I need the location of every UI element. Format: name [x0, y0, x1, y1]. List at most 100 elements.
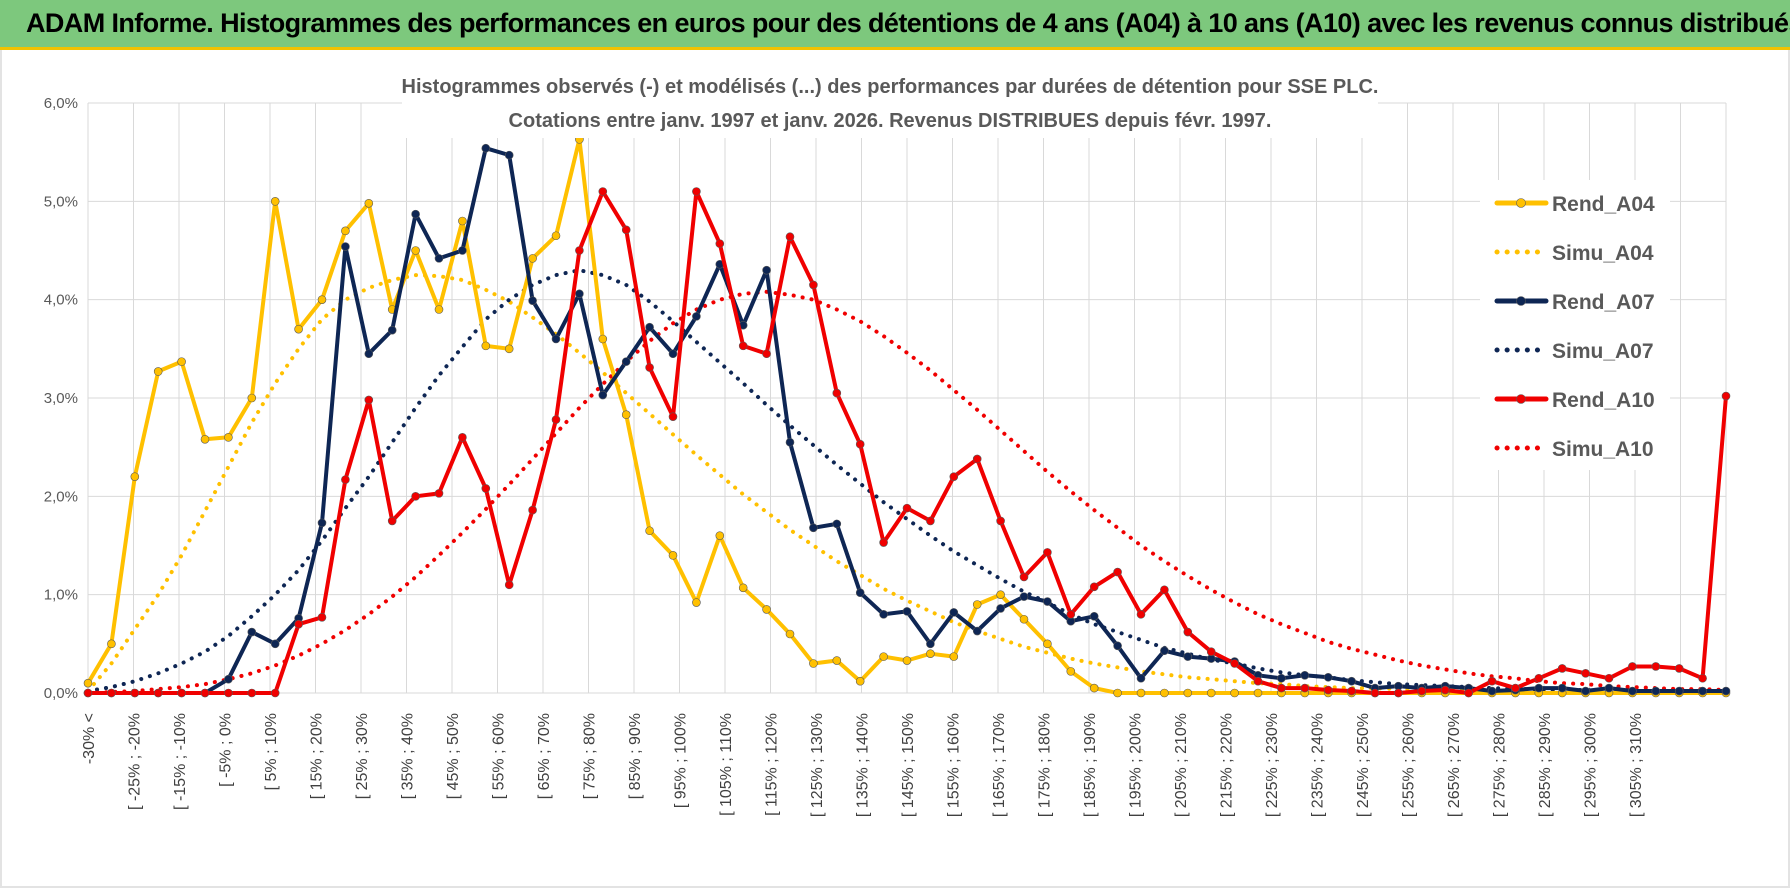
data-point-rend-a04 [1206, 688, 1216, 698]
x-tick-label: [ 185% ; 190% [1082, 713, 1099, 817]
data-point-rend-a10 [107, 688, 116, 698]
data-point-rend-a04 [738, 583, 748, 593]
data-point-rend-a04 [902, 656, 912, 665]
data-point-rend-a10 [621, 225, 631, 235]
y-tick-label: 1,0% [44, 587, 78, 604]
data-point-rend-a07 [949, 608, 959, 617]
x-tick-label: [ -25% ; -20% [127, 713, 144, 810]
data-point-rend-a07 [902, 607, 912, 616]
data-point-rend-a07 [1347, 676, 1356, 686]
data-point-rend-a04 [926, 649, 935, 658]
data-point-rend-a04 [200, 434, 210, 444]
y-tick-label: 6,0% [44, 95, 78, 112]
data-point-rend-a10 [575, 246, 584, 255]
x-tick-label: [ 155% ; 160% [946, 713, 963, 817]
data-point-rend-a07 [528, 296, 537, 305]
x-tick-label: [ 305% ; 310% [1628, 713, 1645, 817]
data-point-rend-a04 [809, 659, 818, 668]
data-point-rend-a07 [364, 349, 374, 359]
data-point-rend-a10 [247, 688, 257, 698]
data-point-rend-a07 [1557, 683, 1567, 693]
legend-marker-rend-a07 [1516, 296, 1526, 306]
data-point-rend-a07 [341, 242, 350, 251]
data-point-rend-a07 [879, 610, 888, 619]
x-tick-label: [ 175% ; 180% [1037, 713, 1054, 817]
data-point-rend-a10 [1347, 686, 1356, 696]
data-point-rend-a04 [1160, 688, 1169, 698]
data-point-rend-a04 [107, 639, 116, 649]
legend-label-simu-a04: Simu_A04 [1552, 242, 1654, 265]
data-point-rend-a04 [317, 295, 327, 304]
data-point-rend-a10 [224, 688, 233, 698]
data-point-rend-a10 [341, 475, 350, 484]
data-point-rend-a04 [879, 652, 888, 661]
data-point-rend-a10 [692, 187, 701, 196]
data-point-rend-a04 [130, 472, 140, 481]
data-point-rend-a10 [1300, 683, 1310, 693]
data-point-rend-a10 [1206, 647, 1216, 657]
legend-background [1480, 180, 1670, 470]
data-point-rend-a10 [1628, 662, 1637, 671]
data-point-rend-a04 [177, 357, 186, 366]
data-point-rend-a10 [1511, 683, 1520, 693]
data-point-rend-a04 [224, 433, 233, 442]
data-point-rend-a04 [972, 600, 982, 609]
y-tick-label: 4,0% [44, 292, 78, 309]
y-axis-ticks: 0,0% 1,0% 2,0% 3,0% 4,0% 5,0% 6,0% [44, 95, 78, 702]
data-point-rend-a10 [1136, 610, 1146, 619]
page-title: ADAM Informe. Histogrammes des performan… [26, 8, 1790, 38]
data-point-rend-a04 [1043, 639, 1052, 649]
data-point-rend-a07 [668, 349, 678, 359]
data-point-rend-a10 [200, 688, 210, 698]
data-point-rend-a07 [575, 289, 584, 299]
y-tick-label: 5,0% [44, 193, 78, 210]
x-tick-label: [ 135% ; 140% [855, 713, 872, 817]
data-point-rend-a10 [926, 516, 935, 526]
data-point-rend-a07 [1674, 686, 1684, 696]
data-point-rend-a07 [855, 588, 865, 598]
data-point-rend-a07 [1323, 672, 1333, 682]
data-point-rend-a04 [949, 652, 959, 661]
data-point-rend-a10 [1253, 676, 1263, 686]
data-point-rend-a07 [972, 626, 982, 636]
data-point-rend-a10 [715, 239, 725, 248]
header-banner: ADAM Informe. Histogrammes des performan… [0, 0, 1790, 50]
data-point-rend-a07 [1628, 686, 1637, 696]
x-tick-label: [ 55% ; 60% [491, 713, 508, 799]
data-point-rend-a07 [224, 674, 233, 684]
legend-label-simu-a10: Simu_A10 [1552, 438, 1654, 461]
data-point-rend-a10 [83, 688, 93, 698]
data-point-rend-a10 [1066, 610, 1076, 619]
x-tick-label: [ 105% ; 110% [718, 713, 735, 816]
data-point-rend-a07 [785, 437, 795, 447]
legend: Rend_A04 Simu_A04 Rend_A07 Simu_A07 Rend_A10… [1480, 180, 1670, 470]
data-point-rend-a10 [153, 688, 163, 698]
data-point-rend-a07 [1651, 686, 1661, 696]
data-point-rend-a10 [1487, 676, 1497, 686]
legend-marker-rend-a10 [1516, 394, 1526, 404]
data-point-rend-a04 [645, 526, 654, 536]
data-point-rend-a07 [270, 639, 280, 649]
data-point-rend-a10 [1113, 567, 1122, 577]
x-tick-label: [ -5% ; 0% [218, 713, 235, 787]
x-tick-label: [ 255% ; 260% [1401, 713, 1418, 817]
data-point-rend-a10 [598, 187, 608, 196]
data-point-rend-a04 [1089, 683, 1099, 693]
y-tick-label: 3,0% [44, 390, 78, 407]
data-point-rend-a10 [996, 516, 1005, 526]
data-point-rend-a10 [1019, 572, 1029, 582]
data-point-rend-a04 [364, 199, 374, 208]
data-point-rend-a10 [879, 538, 888, 547]
data-point-rend-a07 [551, 334, 561, 344]
data-point-rend-a04 [785, 629, 795, 639]
data-point-rend-a10 [762, 349, 771, 359]
data-point-rend-a10 [364, 395, 374, 405]
data-point-rend-a07 [832, 519, 842, 529]
data-point-rend-a07 [434, 254, 444, 263]
data-point-rend-a10 [481, 484, 491, 493]
legend-label-rend-a07: Rend_A07 [1552, 291, 1655, 314]
data-point-rend-a10 [645, 363, 654, 372]
data-point-rend-a10 [458, 433, 467, 442]
data-point-rend-a04 [1066, 667, 1076, 676]
data-point-rend-a10 [785, 232, 795, 242]
